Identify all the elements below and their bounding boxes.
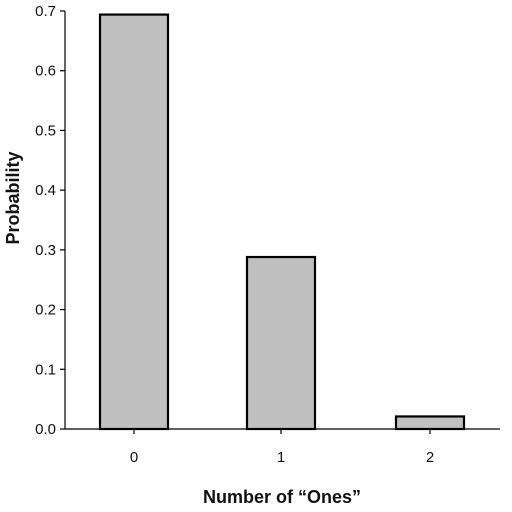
x-tick-label: 2 bbox=[426, 449, 434, 466]
y-tick-label: 0.3 bbox=[35, 242, 56, 259]
y-tick-label: 0.6 bbox=[35, 63, 56, 80]
x-tick-label: 0 bbox=[130, 449, 138, 466]
y-tick-label: 0.2 bbox=[35, 302, 56, 319]
y-tick-label: 0.1 bbox=[35, 361, 56, 378]
x-axis-title: Number of “Ones” bbox=[203, 487, 361, 507]
bar-1 bbox=[245, 255, 317, 431]
x-axis: 0 1 2 bbox=[65, 428, 500, 466]
y-tick-label: 0.0 bbox=[35, 421, 56, 438]
y-axis: 0.0 0.1 0.2 0.3 0.4 0.5 0.6 0.7 bbox=[35, 3, 66, 438]
bar-2 bbox=[394, 415, 466, 431]
y-tick-label: 0.4 bbox=[35, 182, 56, 199]
y-axis-title: Probability bbox=[3, 151, 23, 244]
bars bbox=[98, 13, 466, 431]
x-tick-label: 1 bbox=[277, 449, 285, 466]
y-tick-label: 0.7 bbox=[35, 3, 56, 20]
bar-0 bbox=[98, 13, 170, 431]
y-tick-label: 0.5 bbox=[35, 122, 56, 139]
